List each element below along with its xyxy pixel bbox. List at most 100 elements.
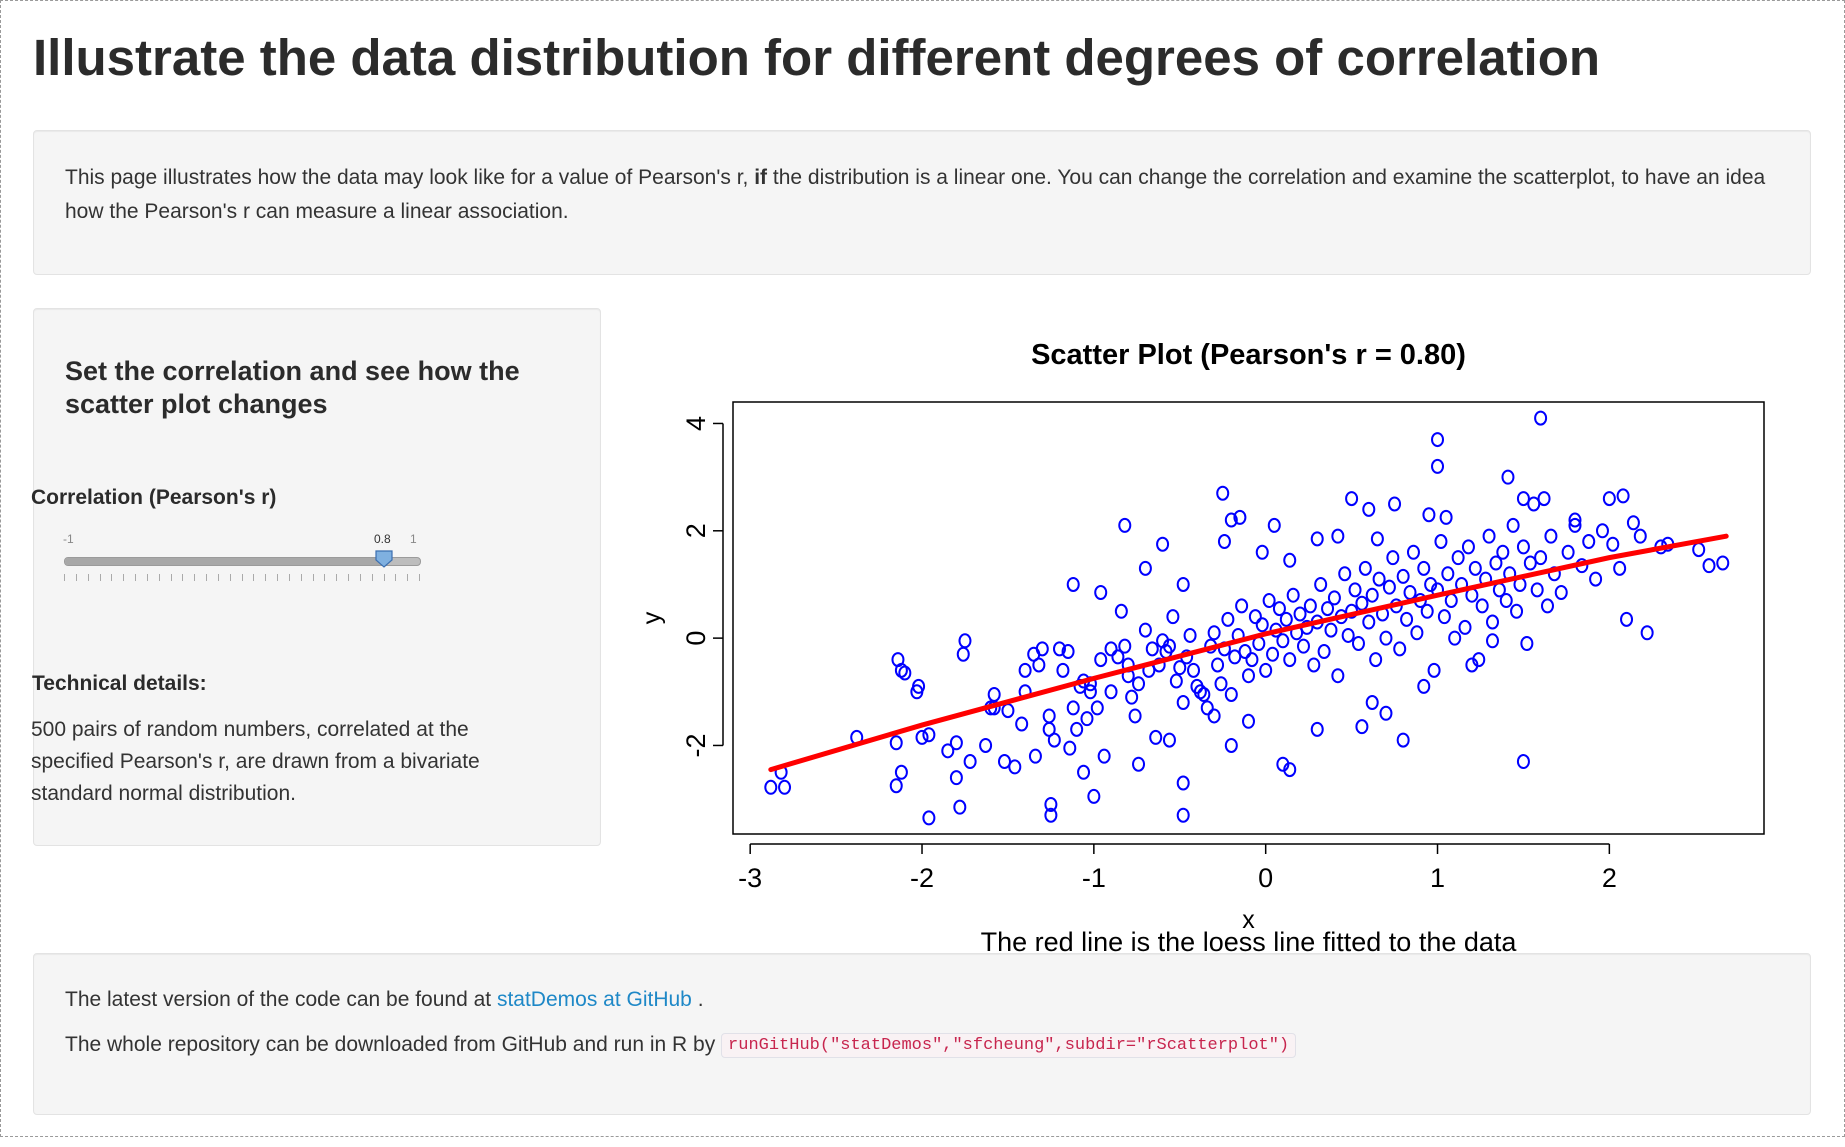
slider-tick	[277, 574, 278, 581]
scatter-point	[1111, 649, 1125, 665]
scatter-point	[1534, 550, 1548, 566]
slider-tick	[229, 574, 231, 581]
scatter-point	[1272, 601, 1286, 617]
scatter-point	[1283, 762, 1297, 778]
scatter-point	[1262, 593, 1276, 609]
scatter-point	[1176, 807, 1190, 823]
scatter-point	[1066, 576, 1080, 592]
plot-box	[732, 401, 1765, 835]
scatter-point	[1176, 775, 1190, 791]
scatter-point	[1238, 644, 1252, 660]
loess-line	[768, 533, 1729, 773]
scatter-point	[1149, 729, 1163, 745]
slider-tick	[300, 574, 302, 581]
scatter-point	[1358, 560, 1372, 576]
x-tick-label: -2	[910, 863, 934, 893]
slider-handle[interactable]	[374, 550, 393, 568]
scatter-point	[1114, 603, 1128, 619]
scatter-point	[1183, 627, 1197, 643]
scatter-point	[1348, 582, 1362, 598]
scatter-point	[1568, 517, 1582, 533]
scatter-point	[1355, 595, 1369, 611]
scatter-point	[1217, 534, 1231, 550]
slider-tick	[336, 574, 338, 581]
correlation-slider[interactable]: -1 0.8 1	[63, 530, 421, 581]
scatter-point	[1362, 501, 1376, 517]
scatter-point	[1530, 582, 1544, 598]
scatter-point	[1616, 488, 1630, 504]
scatter-point	[1489, 555, 1503, 571]
scatter-point	[1620, 611, 1634, 627]
intro-text: This page illustrates how the data may l…	[65, 161, 1779, 229]
scatter-point	[941, 743, 955, 759]
scatter-point	[778, 779, 792, 795]
scatter-point	[1008, 759, 1022, 775]
scatter-point	[1486, 614, 1500, 630]
scatter-point	[1267, 517, 1281, 533]
scatter-point	[1716, 555, 1730, 571]
scatter-point	[1362, 614, 1376, 630]
scatter-point	[915, 729, 929, 745]
scatter-point	[1097, 748, 1111, 764]
scatter-point	[1242, 668, 1255, 684]
scatter-point	[1032, 657, 1046, 673]
y-tick-label: 4	[681, 416, 711, 431]
footer-line1-suffix: .	[691, 988, 704, 1011]
scatter-point	[949, 770, 963, 786]
scatter-point	[1431, 458, 1445, 474]
scatter-point	[1420, 603, 1434, 619]
scatter-point	[1458, 619, 1472, 635]
scatter-point	[1534, 410, 1548, 426]
scatter-point	[1327, 590, 1341, 606]
scatter-point	[1317, 644, 1331, 660]
scatter-point	[1132, 756, 1146, 772]
scatter-point	[1613, 560, 1627, 576]
scatter-point	[1365, 587, 1379, 603]
scatter-point	[1437, 609, 1451, 625]
scatter-point	[1331, 668, 1345, 684]
github-link[interactable]: statDemos at GitHub	[496, 988, 692, 1011]
scatter-point	[1090, 700, 1104, 716]
scatter-point	[1310, 721, 1324, 737]
footer-line-2: The whole repository can be downloaded f…	[65, 1033, 1297, 1058]
scatter-point	[1044, 807, 1058, 823]
scatter-point	[1248, 609, 1262, 625]
scatter-point	[1286, 587, 1300, 603]
slider-tick	[324, 574, 326, 581]
slider-tick	[395, 574, 397, 581]
scatter-points	[764, 410, 1730, 826]
scatter-point	[1427, 662, 1441, 678]
scatter-point	[889, 778, 903, 794]
footer-panel: The latest version of the code can be fo…	[33, 953, 1811, 1115]
slider-tick	[111, 574, 113, 581]
slider-value-label: 0.8	[374, 532, 391, 546]
scatter-point	[997, 754, 1011, 770]
scatter-point	[953, 799, 967, 815]
scatter-point	[889, 735, 903, 751]
scatter-point	[1266, 646, 1280, 662]
footer-line1-prefix: The latest version of the code can be fo…	[65, 988, 497, 1011]
scatter-point	[1379, 630, 1393, 646]
technical-details-text: 500 pairs of random numbers, correlated …	[31, 718, 480, 805]
scatter-point	[1338, 566, 1352, 582]
scatter-point	[1255, 544, 1269, 560]
intro-text-after: the distribution is a linear one. You ca…	[65, 166, 1766, 223]
scatter-point	[894, 764, 908, 780]
scatter-point	[1475, 598, 1489, 614]
scatter-point	[1393, 641, 1407, 657]
scatter-point	[1066, 700, 1080, 716]
scatter-point	[1216, 485, 1230, 501]
scatter-point	[1702, 558, 1716, 574]
scatter-point	[1255, 617, 1269, 633]
scatter-point	[1015, 716, 1029, 732]
scatter-point	[1145, 641, 1159, 657]
y-tick-label: 2	[681, 523, 711, 538]
scatter-point	[1540, 598, 1554, 614]
scatter-point	[1235, 598, 1249, 614]
scatter-point	[1341, 627, 1355, 643]
scatter-point	[1056, 662, 1070, 678]
scatter-point	[1200, 700, 1214, 716]
scatter-point	[1602, 491, 1616, 507]
scatter-point	[956, 646, 970, 662]
scatter-point	[1465, 657, 1479, 673]
